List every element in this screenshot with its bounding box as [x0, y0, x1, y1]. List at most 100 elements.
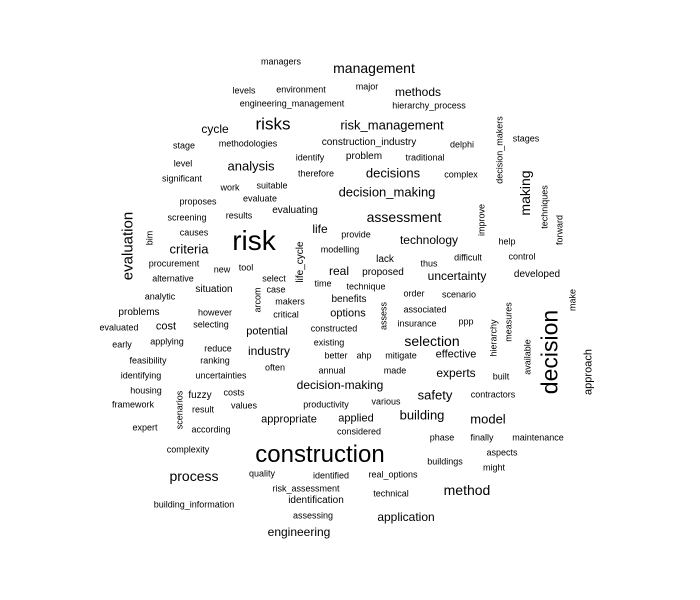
word-cloud-word: decision-making	[296, 378, 384, 392]
word-cloud-word: building_information	[153, 499, 235, 510]
word-cloud-word: contractors	[470, 389, 516, 400]
word-cloud-word: control	[508, 251, 536, 262]
word-cloud-word: according	[191, 424, 231, 435]
word-cloud-word: suitable	[256, 180, 288, 191]
word-cloud-word: finally	[470, 432, 494, 443]
word-cloud-word: cost	[155, 320, 177, 333]
word-cloud-word: assessment	[366, 209, 442, 225]
word-cloud-word: complex	[444, 169, 478, 180]
word-cloud-word: decisions	[365, 165, 421, 181]
word-cloud-word: associated	[403, 304, 447, 315]
word-cloud-word: life	[312, 222, 328, 236]
word-cloud-word: evaluation	[119, 211, 137, 281]
word-cloud-word: uncertainty	[427, 269, 487, 283]
word-cloud-word: aspects	[486, 447, 518, 458]
word-cloud-word: difficult	[454, 252, 482, 263]
word-cloud-word: significant	[161, 173, 203, 184]
word-cloud-word: management	[333, 60, 415, 76]
word-cloud-word: criteria	[169, 241, 209, 257]
word-cloud-word: maintenance	[512, 432, 564, 443]
word-cloud-word: values	[230, 400, 258, 411]
word-cloud-word: appropriate	[261, 413, 317, 426]
word-cloud-word: provide	[341, 229, 371, 240]
word-cloud-word: hierarchy	[488, 319, 499, 357]
word-cloud-word: expert	[132, 422, 158, 433]
word-cloud-word: proposes	[179, 196, 217, 207]
word-cloud-word: proposed	[362, 267, 404, 278]
word-cloud-word: evaluate	[242, 193, 278, 204]
word-cloud-word: modelling	[320, 244, 360, 255]
word-cloud-word: improve	[476, 203, 487, 237]
word-cloud-word: life_cycle	[295, 241, 306, 283]
word-cloud-word: various	[371, 396, 401, 407]
word-cloud-word: feasibility	[129, 355, 167, 366]
word-cloud-word: technical	[373, 488, 409, 499]
word-cloud-word: decision_makers	[494, 116, 505, 184]
word-cloud-word: building	[399, 407, 445, 423]
word-cloud-word: risk	[232, 225, 276, 256]
word-cloud-word: methods	[394, 85, 442, 99]
word-cloud-word: problem	[345, 151, 383, 162]
word-cloud-word: engineering_management	[239, 98, 345, 109]
word-cloud-word: approach	[582, 349, 595, 395]
word-cloud-word: alternative	[152, 273, 194, 284]
word-cloud-word: application	[377, 510, 435, 524]
word-cloud-word: levels	[232, 85, 256, 96]
word-cloud-word: arcom	[252, 287, 263, 313]
word-cloud-word: critical	[273, 309, 299, 320]
word-cloud-word: methodologies	[218, 138, 278, 149]
word-cloud-word: hierarchy_process	[392, 100, 466, 111]
word-cloud-word: mitigate	[385, 350, 417, 361]
word-cloud-word: case	[266, 284, 286, 295]
word-cloud-word: analytic	[144, 291, 176, 302]
word-cloud-word: effective	[435, 348, 477, 361]
word-cloud-word: traditional	[405, 152, 445, 163]
word-cloud-word: identified	[312, 470, 350, 481]
word-cloud-word: evaluating	[272, 205, 318, 216]
word-cloud-word: bim	[144, 230, 155, 246]
word-cloud-word: assess	[378, 301, 389, 331]
word-cloud-word: reduce	[204, 343, 232, 354]
word-cloud-word: making	[517, 170, 533, 216]
word-cloud-word: fuzzy	[188, 390, 212, 401]
word-cloud-word: tool	[238, 262, 254, 273]
word-cloud-word: framework	[111, 399, 155, 410]
word-cloud-word: situation	[195, 284, 233, 295]
word-cloud-word: assessing	[292, 510, 334, 521]
word-cloud-word: constructed	[310, 323, 358, 334]
word-cloud-word: scenario	[441, 289, 477, 300]
word-cloud-word: uncertainties	[195, 370, 247, 381]
word-cloud-word: causes	[179, 227, 209, 238]
word-cloud-word: early	[112, 339, 132, 350]
word-cloud-word: housing	[130, 385, 162, 396]
word-cloud-word: managers	[260, 56, 302, 67]
word-cloud-word: new	[213, 264, 231, 275]
word-cloud-word: lack	[376, 254, 394, 265]
word-cloud-word: productivity	[303, 399, 349, 410]
word-cloud-word: scenarios	[174, 390, 185, 430]
word-cloud-word: engineering	[267, 525, 331, 539]
word-cloud-word: considered	[336, 426, 382, 437]
word-cloud-word: risk_assessment	[272, 483, 340, 494]
word-cloud-word: order	[403, 288, 425, 299]
word-cloud-word: procurement	[148, 258, 200, 269]
word-cloud-word: identify	[295, 152, 325, 163]
word-cloud-word: experts	[436, 366, 476, 380]
word-cloud-word: however	[197, 307, 233, 318]
word-cloud-word: buildings	[427, 456, 463, 467]
word-cloud-word: thus	[420, 258, 438, 269]
word-cloud-word: problems	[118, 307, 160, 318]
word-cloud-word: environment	[276, 84, 326, 95]
word-cloud-word: make	[567, 288, 578, 312]
word-cloud-word: benefits	[331, 294, 367, 305]
word-cloud-word: better	[324, 350, 348, 361]
word-cloud-word: forward	[554, 214, 565, 246]
word-cloud-word: applied	[338, 412, 374, 425]
word-cloud-word: developed	[513, 269, 561, 280]
word-cloud-word: help	[498, 236, 516, 247]
word-cloud-word: technique	[346, 281, 386, 292]
word-cloud-word: quality	[248, 468, 276, 479]
word-cloud-word: industry	[247, 344, 291, 358]
word-cloud-word: available	[522, 339, 533, 375]
word-cloud-word: therefore	[297, 168, 335, 179]
